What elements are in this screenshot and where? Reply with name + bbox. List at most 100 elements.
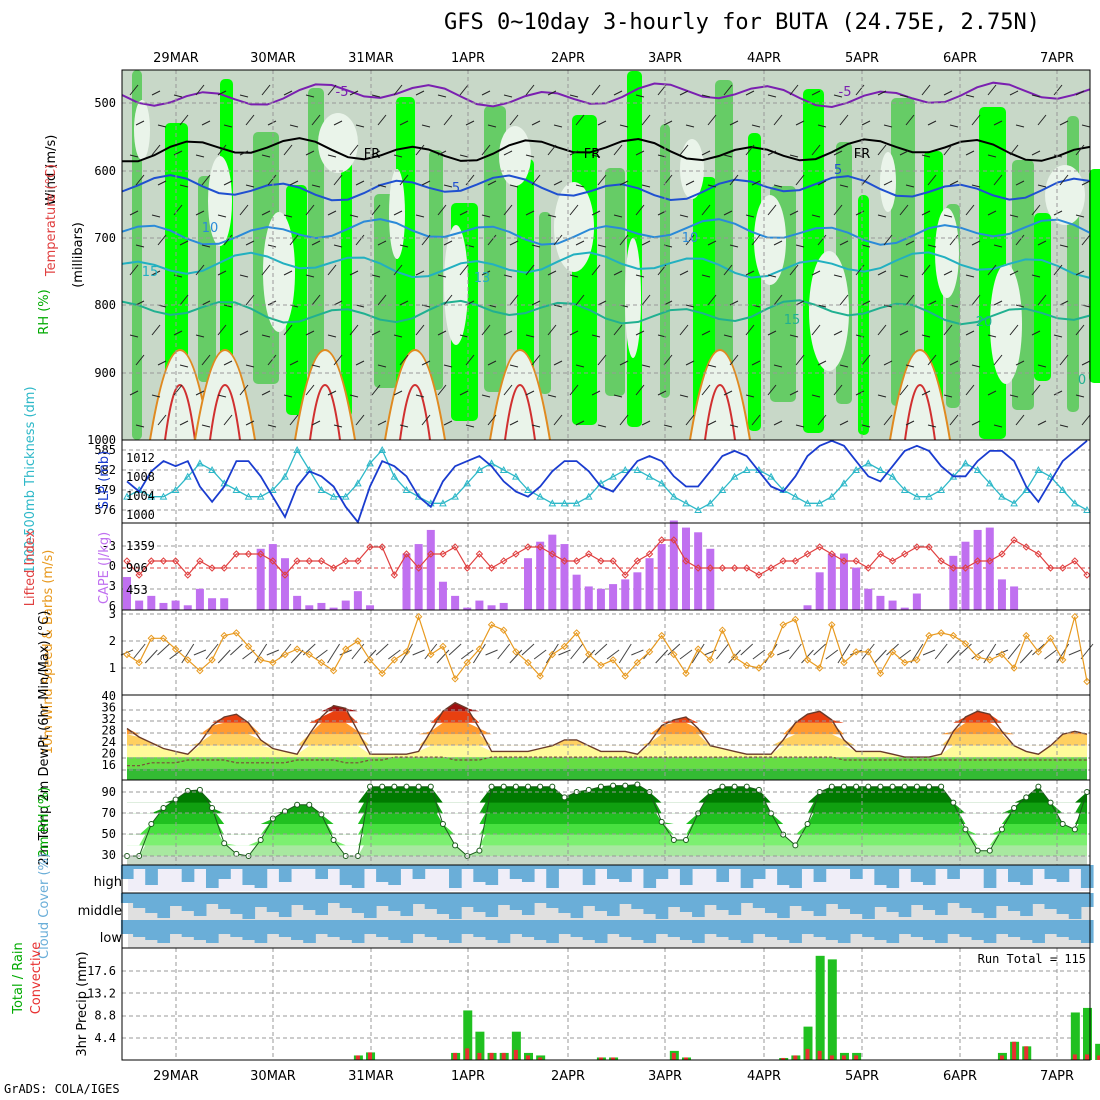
wind-barb (129, 334, 139, 338)
wind-barb (179, 294, 189, 306)
rh-point (986, 847, 993, 854)
cloud-high (230, 865, 243, 869)
wind-barb (811, 90, 821, 96)
cloud-mid (145, 893, 158, 913)
cloud-mid (947, 893, 960, 903)
wind-barb (971, 114, 981, 126)
wind-speed-point (123, 650, 131, 659)
thickness-point (524, 485, 532, 493)
wind-barb (921, 334, 931, 338)
thickness-point (645, 472, 654, 480)
wind-speed-point (147, 634, 156, 643)
wind-barb (789, 84, 799, 96)
cloud-mid (169, 893, 183, 906)
wind-barb (679, 270, 689, 276)
wind-speed-point (366, 656, 374, 664)
wind-barb (503, 274, 513, 278)
wind-barb (525, 84, 535, 96)
wind-barb (707, 420, 717, 426)
cloud-mid (400, 893, 414, 916)
wind-barb (377, 364, 387, 368)
thickness-tick: 582 (94, 463, 116, 477)
cape-bar (524, 558, 533, 610)
wind-speed-point (876, 669, 885, 678)
thickness-point (512, 472, 520, 480)
wind-barb (905, 184, 915, 188)
cloud-mid (667, 893, 681, 907)
cloud-high (995, 865, 1009, 869)
rh-point (439, 821, 446, 827)
wind-barb (987, 390, 997, 396)
isotherm (121, 251, 1091, 279)
wind-speed-point (949, 631, 958, 640)
cloud-mid (1068, 893, 1082, 919)
rh-tick: 90 (102, 785, 116, 799)
wind10-axis-title: 10m Wind Speed & Barbs (m/s) (41, 550, 56, 755)
temp-tick: 24 (102, 735, 116, 749)
thickness-point (475, 465, 484, 473)
wind-barb (569, 204, 579, 216)
li-point (998, 550, 1006, 558)
wind-barb (289, 180, 299, 186)
wind-barb (965, 94, 975, 98)
rh-point (634, 781, 641, 788)
li-point (767, 564, 775, 572)
cloud-mid (327, 893, 341, 903)
wind-barb (481, 144, 491, 156)
cloud-level-label: low (100, 931, 123, 946)
cape-bar (997, 579, 1006, 610)
cape-bar (159, 602, 168, 610)
cape-bar (645, 558, 654, 610)
cape-tick: 906 (126, 561, 148, 575)
cloud-high (412, 865, 426, 879)
rh-point (294, 801, 301, 808)
cloud-high (935, 865, 948, 869)
li-point (269, 557, 277, 565)
wind-barb (327, 334, 337, 338)
cloud-high (862, 865, 875, 869)
wind-barb (679, 90, 689, 96)
cloud-low (789, 920, 802, 943)
li-point (232, 550, 241, 558)
cloud-low (509, 920, 523, 934)
thickness-point (973, 465, 982, 473)
cape-bar (949, 555, 958, 610)
thickness-point (840, 479, 848, 487)
wind-barb (883, 360, 893, 366)
thickness-point (584, 492, 593, 500)
wind-barb (927, 120, 937, 126)
rh-point (962, 826, 969, 833)
precip-conv-bar (526, 1055, 531, 1060)
wind-barb (193, 649, 207, 656)
cloud-low (728, 920, 742, 940)
isotherm (121, 218, 1091, 246)
wind-barb (261, 210, 271, 216)
wind-barb (157, 414, 167, 426)
cloud-mid (521, 893, 535, 915)
wind-barb (965, 150, 975, 156)
cape-bar (876, 595, 885, 610)
wind-speed-point (864, 648, 872, 656)
cloud-mid (995, 893, 1009, 906)
date-label-bottom: 2APR (551, 1069, 585, 1084)
cloud-high (363, 865, 377, 869)
wind-barb (1031, 150, 1041, 156)
precip-total-bar (463, 1010, 473, 1060)
wind-barb (613, 324, 623, 336)
wind-barb (861, 120, 871, 126)
wind-barb (157, 234, 167, 246)
cloud-high (376, 865, 389, 882)
cloud-high (607, 865, 620, 879)
wind-barb (591, 390, 601, 396)
li-point (256, 550, 265, 558)
cape-bar (123, 577, 131, 610)
wind-barb (129, 264, 139, 276)
thickness-point (1046, 472, 1055, 480)
wind-speed-point (208, 656, 216, 664)
li-point (1046, 564, 1055, 572)
wind-barb (855, 390, 865, 396)
cloud-high (789, 865, 802, 888)
wind-barb (965, 384, 975, 396)
cloud-mid (218, 893, 231, 909)
wind-barb (877, 270, 887, 276)
